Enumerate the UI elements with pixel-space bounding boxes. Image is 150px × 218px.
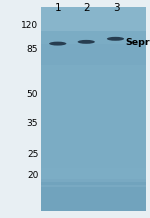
Bar [40, 168, 146, 179]
Ellipse shape [78, 40, 95, 44]
Text: Seprase: Seprase [125, 38, 150, 47]
Bar [40, 179, 146, 182]
Text: 2: 2 [84, 3, 90, 13]
Bar [40, 179, 146, 211]
Text: 1: 1 [55, 3, 62, 13]
Text: 85: 85 [27, 44, 38, 54]
Text: 35: 35 [27, 119, 38, 128]
Text: 3: 3 [113, 3, 120, 13]
Bar [40, 7, 146, 211]
Text: 20: 20 [27, 171, 38, 180]
Bar [40, 44, 146, 65]
Bar [40, 185, 146, 187]
Bar [40, 7, 146, 31]
Ellipse shape [107, 37, 124, 41]
Text: 50: 50 [27, 90, 38, 99]
Text: 120: 120 [21, 20, 38, 30]
Ellipse shape [49, 42, 66, 46]
Text: 25: 25 [27, 150, 38, 159]
